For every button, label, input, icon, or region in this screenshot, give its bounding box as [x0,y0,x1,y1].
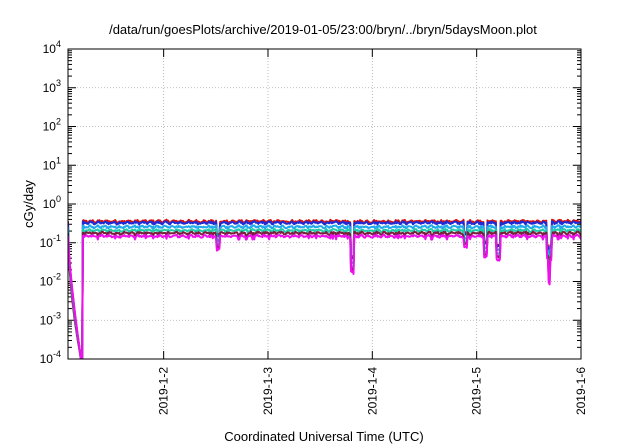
y-tick-label: 10-2 [40,272,61,289]
y-tick-label: 102 [43,117,61,134]
x-axis-label: Coordinated Universal Time (UTC) [224,429,423,444]
x-tick-label: 2019-1-5 [470,367,484,415]
series-line [68,233,581,359]
y-tick-label: 104 [43,39,61,56]
y-tick-label: 10-1 [40,233,61,250]
y-axis-label: cGy/day [21,180,36,228]
y-tick-label: 10-3 [40,310,61,327]
series-line [68,224,581,359]
series-line [68,218,581,359]
y-axis: 10-4 10-3 10-2 10-1 100 101 102 103 104 [40,39,581,366]
series-line [68,227,581,359]
y-tick-label: 101 [43,155,61,172]
x-tick-label: 2019-1-4 [365,367,379,415]
series-line [68,220,581,359]
series-line [68,230,581,359]
x-axis: 2019-1-2 2019-1-3 2019-1-4 2019-1-5 2019-1-6 [157,49,588,415]
grid [68,49,581,359]
plot-frame [67,48,582,360]
y-tick-label: 10-4 [40,349,61,366]
chart-title: /data/run/goesPlots/archive/2019-01-05/2… [109,22,537,37]
series-lines [68,218,581,359]
x-tick-label: 2019-1-3 [261,367,275,415]
y-tick-label: 103 [43,78,61,95]
x-tick-label: 2019-1-6 [574,367,588,415]
y-tick-label: 100 [43,194,61,211]
x-tick-label: 2019-1-2 [157,367,171,415]
